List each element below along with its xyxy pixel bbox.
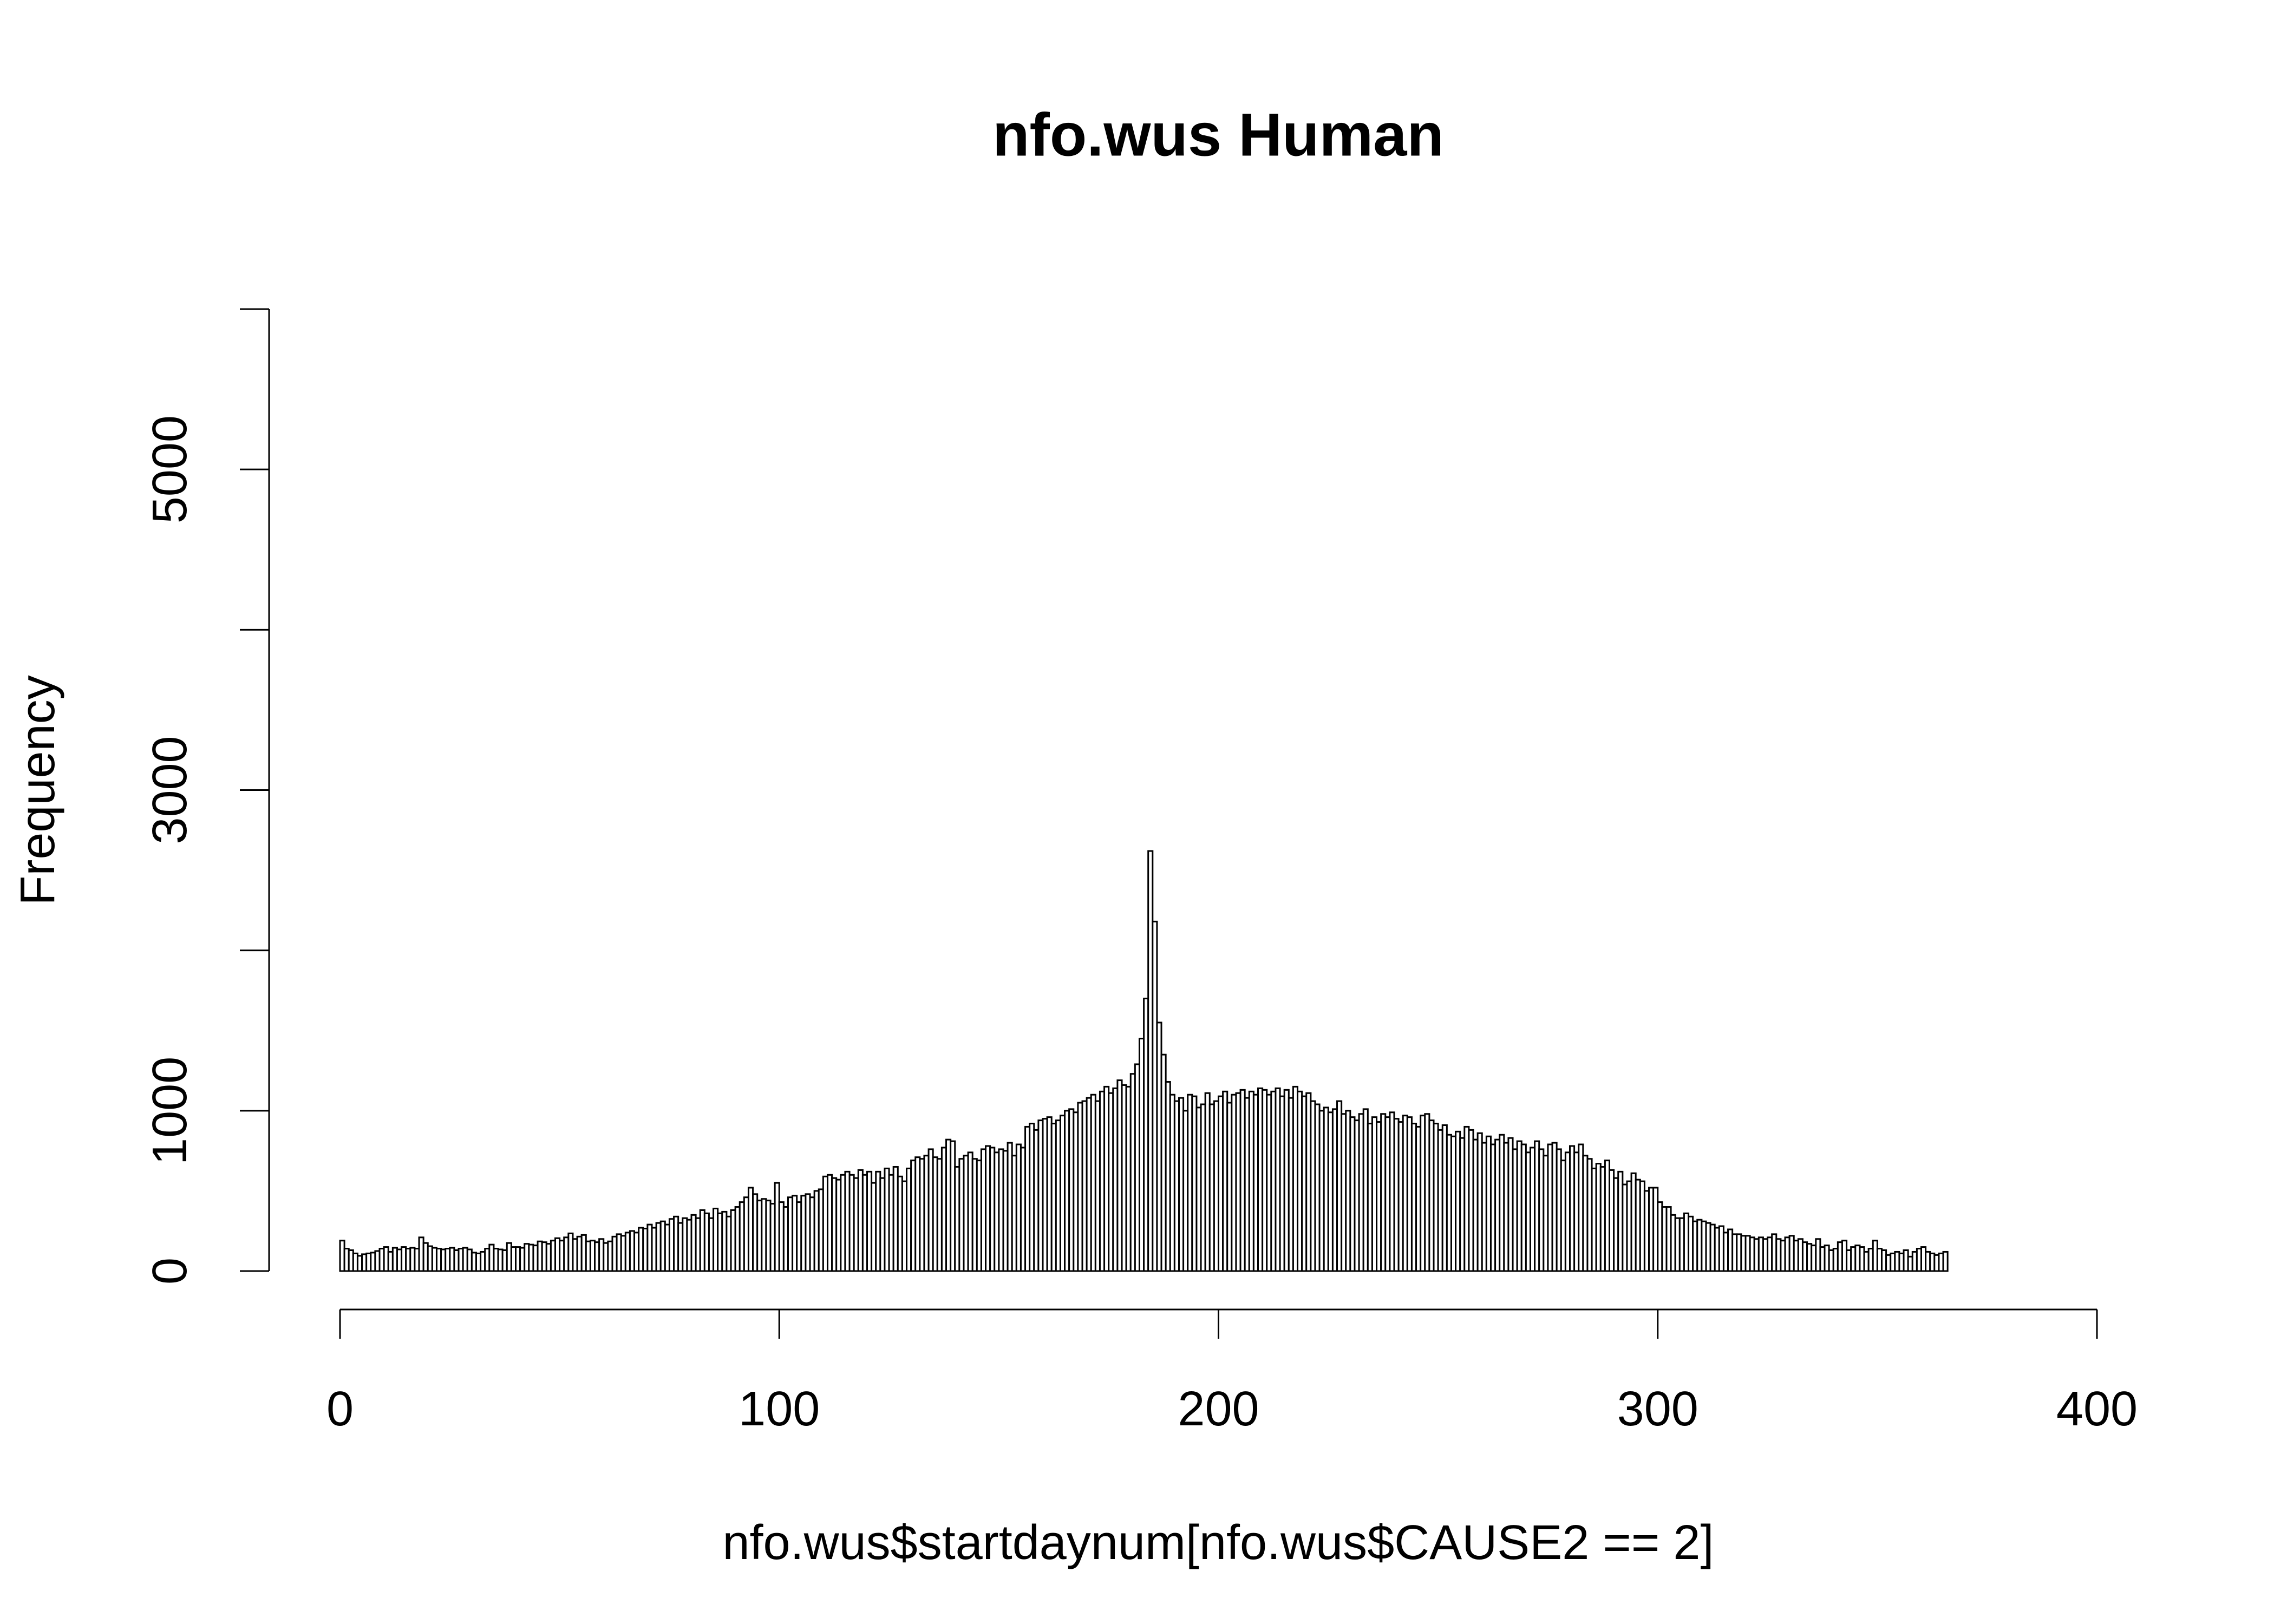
y-axis-label: Frequency [11, 675, 65, 905]
bar [1942, 1250, 1949, 1272]
y-tick-label: 3000 [143, 736, 197, 844]
x-tick-label: 300 [1617, 1382, 1698, 1436]
x-tick-label: 100 [739, 1382, 820, 1436]
x-tick-label: 200 [1178, 1382, 1259, 1436]
x-tick-label: 0 [326, 1382, 354, 1436]
chart-title: nfo.wus Human [992, 101, 1444, 169]
y-tick-label: 1000 [143, 1057, 197, 1165]
y-tick-label: 0 [143, 1258, 197, 1285]
x-axis-label: nfo.wus$startdaynum[nfo.wus$CAUSE2 == 2] [723, 1516, 1714, 1570]
x-tick-label: 400 [2056, 1382, 2138, 1436]
y-tick-label: 5000 [143, 415, 197, 523]
